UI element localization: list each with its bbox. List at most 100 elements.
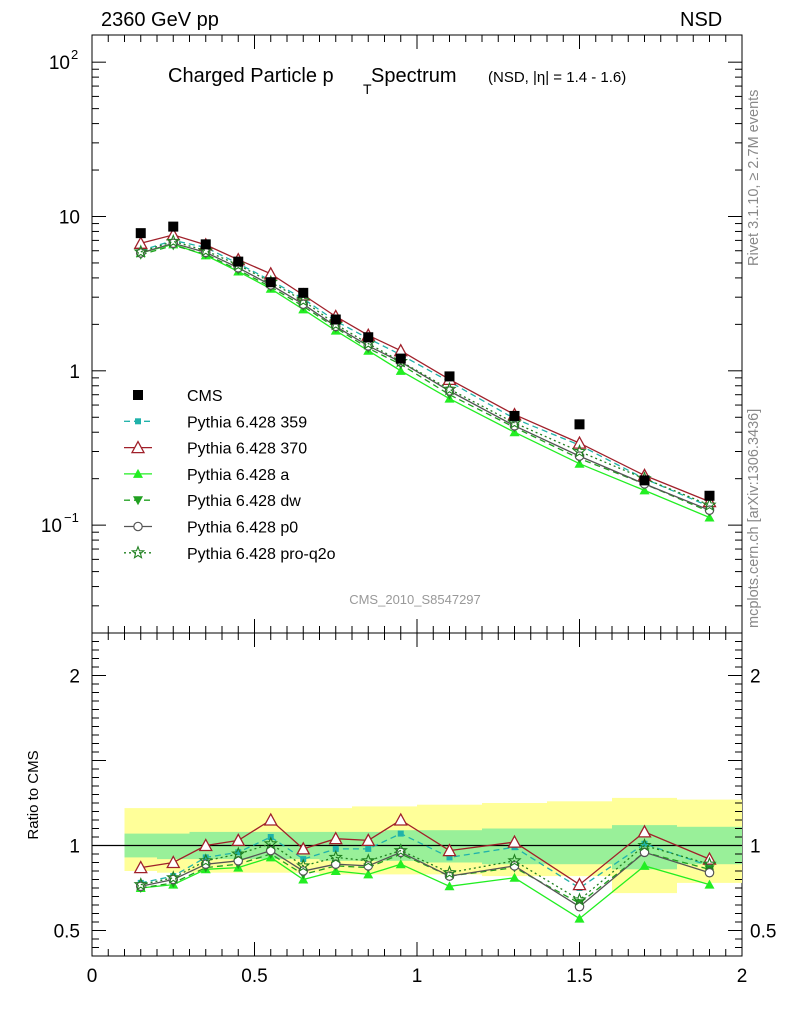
spectrum-frame <box>91 34 743 634</box>
ratio-point <box>198 838 213 852</box>
data-point <box>574 451 585 461</box>
y-tick-exponent: −1 <box>64 510 79 525</box>
ratio-point <box>231 833 246 847</box>
ratio-point <box>509 872 520 882</box>
ratio-point <box>296 841 311 855</box>
legend-label: Pythia 6.428 359 <box>187 414 307 431</box>
ratio-point <box>395 859 406 869</box>
y-tick-label: 10 <box>59 207 80 228</box>
ratio-point <box>574 913 585 923</box>
uncertainty-band-inner <box>157 833 190 860</box>
data-point <box>265 277 276 288</box>
data-point <box>704 490 715 501</box>
ratio-point <box>263 812 278 826</box>
ratio-y-axis-label: Ratio to CMS <box>25 750 42 839</box>
series-line <box>140 244 710 513</box>
data-point <box>509 410 520 421</box>
data-point <box>704 512 715 522</box>
x-tick-label: 0 <box>87 966 98 987</box>
legend-marker <box>133 468 143 478</box>
ratio-point <box>166 855 181 869</box>
y-tick-exponent: 2 <box>71 47 78 62</box>
analysis-watermark: CMS_2010_S8547297 <box>349 592 481 607</box>
y-tick-label: 10 <box>41 516 62 537</box>
legend-marker <box>130 440 146 454</box>
ratio-point <box>639 860 650 870</box>
data-point <box>572 443 587 458</box>
ratio-point <box>442 843 457 857</box>
ratio-y-tick-label-right: 1 <box>750 837 761 858</box>
data-point <box>574 419 585 430</box>
legend-label: Pythia 6.428 p0 <box>187 520 298 537</box>
ratio-point <box>393 812 408 826</box>
chart-title: Charged Particle p <box>168 65 334 87</box>
ratio-point <box>296 858 311 873</box>
energy-label: 2360 GeV pp <box>101 9 219 31</box>
data-point <box>233 256 244 267</box>
ratio-point <box>235 849 242 856</box>
ratio-point <box>198 853 213 867</box>
data-point <box>572 435 587 449</box>
data-point <box>133 244 148 258</box>
ratio-point <box>507 834 522 848</box>
legend-marker <box>133 390 143 400</box>
data-point <box>444 371 455 382</box>
ratio-point <box>365 845 372 852</box>
ratio-point <box>166 870 181 884</box>
ratio-point <box>397 830 404 837</box>
legend-marker <box>133 521 143 532</box>
legend-marker <box>133 496 143 506</box>
ratio-point <box>361 853 376 867</box>
ratio-series-line <box>140 856 710 920</box>
uncertainty-band-inner <box>547 828 612 865</box>
ratio-point <box>133 877 148 891</box>
data-point <box>639 475 650 486</box>
ratio-point <box>263 836 278 850</box>
ratio-y-tick-label: 0.5 <box>54 922 80 943</box>
ratio-y-tick-label: 1 <box>69 837 80 858</box>
series-line <box>140 234 710 503</box>
legend-label: Pythia 6.428 pro-q2o <box>187 546 336 563</box>
data-point <box>704 505 715 515</box>
series-line <box>140 243 710 519</box>
ratio-point <box>446 854 453 861</box>
ratio-point <box>637 837 652 852</box>
series-line <box>140 240 710 506</box>
ratio-series-line <box>140 851 710 905</box>
data-point <box>702 497 717 512</box>
ratio-point <box>572 892 587 907</box>
data-point <box>639 485 650 495</box>
legend-label: Pythia 6.428 a <box>187 467 289 484</box>
ratio-point <box>231 846 246 861</box>
x-tick-label: 2 <box>737 966 748 987</box>
ratio-point <box>363 869 374 879</box>
legend-marker <box>135 418 141 425</box>
ratio-point <box>328 831 343 845</box>
chart-title-tail: Spectrum <box>371 65 457 87</box>
x-tick-label: 1.5 <box>566 966 592 987</box>
data-point <box>200 239 211 250</box>
ratio-point <box>442 865 457 879</box>
ratio-point <box>332 845 339 852</box>
ratio-point <box>507 853 522 867</box>
ratio-series-line <box>140 832 710 889</box>
ratio-y-tick-label-right: 0.5 <box>750 922 776 943</box>
data-point <box>135 248 146 258</box>
x-tick-label: 0.5 <box>241 966 267 987</box>
y-tick-label: 10 <box>49 53 70 74</box>
legend-label: CMS <box>187 388 223 405</box>
data-point <box>166 233 181 248</box>
ratio-point <box>328 849 343 864</box>
data-point <box>296 293 311 307</box>
legend-marker <box>130 545 146 559</box>
data-point <box>298 287 309 298</box>
chart-title-subscript: T <box>363 81 372 97</box>
data-point <box>168 221 179 232</box>
chart-title-note: (NSD, |η| = 1.4 - 1.6) <box>488 69 626 86</box>
ratio-series-line <box>140 819 710 886</box>
data-point <box>330 314 341 325</box>
ratio-y-tick-label: 2 <box>69 667 80 688</box>
data-point <box>135 228 146 239</box>
legend-label: Pythia 6.428 dw <box>187 493 301 510</box>
